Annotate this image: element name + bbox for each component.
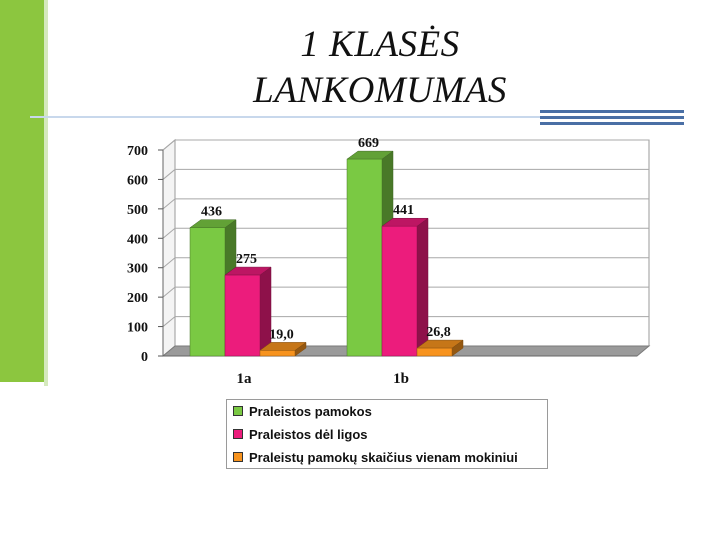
gridline <box>162 198 649 210</box>
y-tick-label: 500 <box>127 203 148 218</box>
bar <box>189 227 226 357</box>
gridline <box>162 286 649 298</box>
title-divider-accent-1 <box>540 110 684 113</box>
gridline <box>162 227 649 239</box>
legend-item: Praleistos pamokos <box>233 401 372 421</box>
bar <box>381 225 418 357</box>
bar <box>416 347 453 357</box>
x-category-label: 1a <box>237 371 253 387</box>
x-category-label: 1b <box>393 371 409 387</box>
gridline <box>162 168 649 180</box>
bar <box>346 158 383 357</box>
accent-green-bar-edge <box>44 0 48 386</box>
chart-legend: Praleistos pamokos Praleistos dėl ligos Pr… <box>226 399 548 469</box>
y-tick-label: 400 <box>127 232 148 247</box>
y-tick-label: 100 <box>127 321 148 336</box>
legend-swatch <box>233 452 243 462</box>
bar <box>259 350 296 357</box>
legend-swatch <box>233 406 243 416</box>
data-label: 26,8 <box>426 325 451 340</box>
slide-title-line-1: 1 KLASĖS <box>300 24 460 65</box>
legend-swatch <box>233 429 243 439</box>
gridline <box>162 257 649 269</box>
bar-side <box>259 266 272 357</box>
gridline <box>162 316 649 327</box>
slide-title: 1 KLASĖS LANKOMUMAS <box>200 22 560 114</box>
y-tick-label: 200 <box>127 291 148 306</box>
data-label: 275 <box>236 252 257 267</box>
slide-title-line-2: LANKOMUMAS <box>253 70 507 111</box>
bar <box>224 274 261 357</box>
accent-green-bar <box>0 0 44 382</box>
y-tick-label: 700 <box>127 144 148 159</box>
legend-label: Praleistų pamokų skaičius vienam mokiniu… <box>249 449 518 465</box>
chart-side-wall <box>162 138 176 358</box>
data-label: 441 <box>393 203 414 218</box>
y-tick-label: 0 <box>141 350 148 365</box>
gridline <box>162 139 649 151</box>
y-tick-label: 600 <box>127 173 148 188</box>
y-tick-label: 300 <box>127 262 148 277</box>
title-divider-accent-2 <box>540 116 684 119</box>
data-label: 436 <box>201 205 222 220</box>
data-label: 19,0 <box>269 327 294 342</box>
title-divider-accent-3 <box>540 122 684 125</box>
legend-item: Praleistų pamokų skaičius vienam mokiniu… <box>233 447 518 467</box>
title-divider <box>30 116 540 118</box>
legend-item: Praleistos dėl ligos <box>233 424 368 444</box>
data-label: 669 <box>358 136 379 151</box>
legend-label: Praleistos dėl ligos <box>249 426 368 442</box>
legend-label: Praleistos pamokos <box>249 403 372 419</box>
